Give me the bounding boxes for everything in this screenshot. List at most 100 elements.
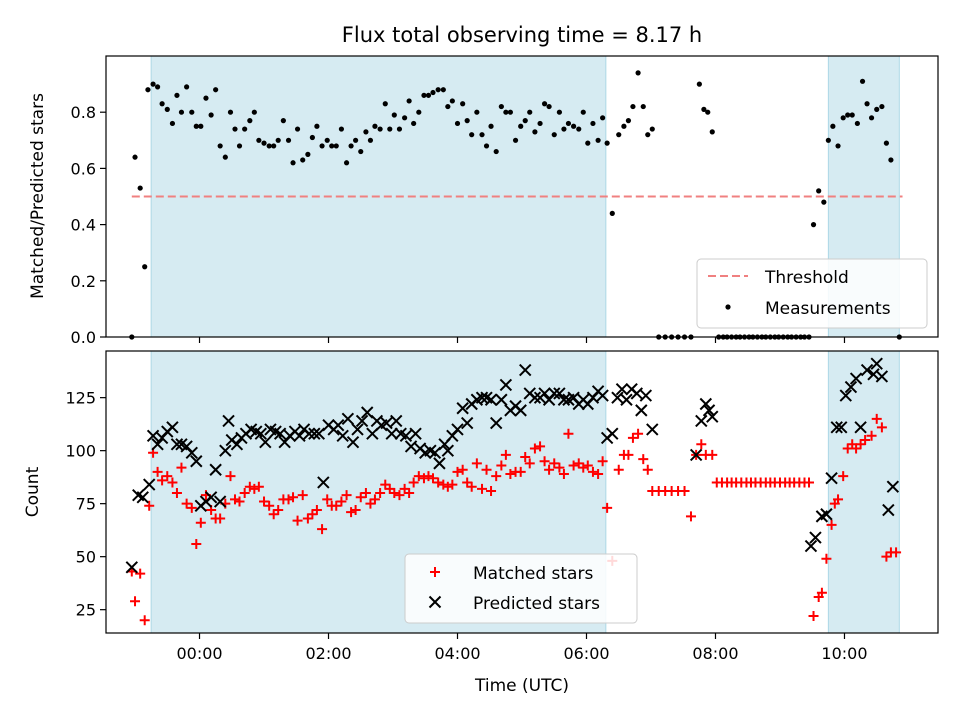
top-ytick-label-0: 0.0 bbox=[71, 328, 96, 347]
top-point-0-116 bbox=[701, 106, 707, 112]
bottom-point-1-118 bbox=[825, 472, 838, 485]
bottom-point-0-26 bbox=[249, 483, 260, 494]
top-point-0-34 bbox=[290, 160, 296, 166]
top-point-0-6 bbox=[154, 84, 161, 90]
top-point-0-108 bbox=[649, 126, 655, 132]
top-point-0-101 bbox=[616, 132, 622, 138]
xtick-label-0: 00:00 bbox=[176, 644, 222, 663]
bottom-point-0-106 bbox=[638, 454, 649, 465]
bottom-point-0-95 bbox=[582, 460, 593, 471]
bottom-point-1-8 bbox=[166, 421, 179, 434]
bottom-point-0-66 bbox=[442, 481, 453, 492]
top-point-0-27 bbox=[256, 137, 262, 143]
top-point-0-77 bbox=[498, 103, 504, 110]
bottom-point-0-157 bbox=[891, 547, 902, 558]
bottom-point-1-124 bbox=[854, 421, 867, 434]
bottom-point-0-71 bbox=[466, 481, 477, 492]
bottom-point-0-82 bbox=[520, 452, 531, 463]
bottom-point-0-105 bbox=[633, 428, 644, 439]
top-point-0-20 bbox=[222, 154, 228, 160]
bottom-point-1-18 bbox=[213, 495, 227, 508]
top-point-0-56 bbox=[396, 126, 403, 132]
bottom-point-0-13 bbox=[186, 502, 197, 513]
bottom-point-1-90 bbox=[557, 393, 571, 406]
bottom-point-1-81 bbox=[514, 404, 527, 417]
bottom-point-1-127 bbox=[870, 357, 883, 370]
legend-matched-swatch bbox=[430, 567, 440, 577]
bottom-point-0-41 bbox=[322, 494, 333, 505]
top-point-0-85 bbox=[537, 120, 543, 127]
top-point-0-76 bbox=[493, 148, 499, 155]
bottom-point-1-55 bbox=[390, 414, 403, 428]
bottom-point-1-13 bbox=[190, 455, 203, 468]
top-point-0-54 bbox=[387, 126, 393, 132]
legend-measurements-label: Measurements bbox=[765, 299, 891, 319]
top-point-0-53 bbox=[382, 101, 388, 107]
top-point-0-154 bbox=[874, 106, 880, 112]
bottom-ytick-label-3: 100 bbox=[65, 442, 96, 461]
bottom-point-1-44 bbox=[336, 429, 349, 443]
bottom-point-1-123 bbox=[849, 372, 863, 385]
top-point-0-151 bbox=[859, 78, 866, 84]
top-point-0-70 bbox=[464, 118, 470, 124]
top-point-0-118 bbox=[709, 129, 715, 135]
bottom-point-1-84 bbox=[528, 391, 542, 404]
bottom-point-1-113 bbox=[706, 410, 719, 423]
top-point-0-25 bbox=[247, 118, 253, 124]
bottom-point-1-17 bbox=[209, 463, 222, 476]
bottom-point-0-116 bbox=[696, 439, 707, 450]
bottom-point-0-153 bbox=[871, 413, 882, 424]
top-point-0-86 bbox=[541, 101, 548, 107]
top-point-0-26 bbox=[251, 109, 257, 115]
top-point-0-44 bbox=[338, 126, 345, 132]
top-point-0-88 bbox=[551, 132, 557, 138]
top-point-0-92 bbox=[570, 123, 577, 129]
top-point-0-8 bbox=[164, 106, 170, 112]
bottom-point-1-122 bbox=[844, 380, 858, 394]
bottom-series-0 bbox=[126, 413, 902, 626]
bottom-point-0-61 bbox=[418, 473, 429, 484]
bottom-point-1-120 bbox=[835, 421, 848, 434]
top-point-0-31 bbox=[275, 137, 281, 143]
bottom-point-1-106 bbox=[635, 404, 648, 417]
bottom-point-1-103 bbox=[620, 393, 633, 406]
bottom-point-0-143 bbox=[826, 519, 837, 530]
top-point-0-12 bbox=[184, 84, 190, 90]
bottom-point-1-58 bbox=[404, 440, 418, 453]
bottom-point-1-107 bbox=[639, 389, 653, 402]
bottom-point-0-27 bbox=[253, 481, 264, 492]
top-point-0-146 bbox=[835, 143, 841, 149]
bottom-point-1-35 bbox=[293, 429, 306, 443]
top-point-0-33 bbox=[285, 137, 292, 143]
bottom-point-1-86 bbox=[538, 387, 551, 400]
top-point-0-23 bbox=[236, 143, 243, 149]
bottom-point-1-98 bbox=[596, 389, 609, 402]
bottom-point-1-57 bbox=[399, 429, 413, 443]
bottom-point-1-73 bbox=[475, 391, 489, 404]
top-point-0-58 bbox=[406, 98, 412, 104]
bottom-point-1-114 bbox=[804, 539, 818, 553]
bottom-legend: Matched stars Predicted stars bbox=[404, 553, 638, 624]
top-point-0-61 bbox=[421, 92, 427, 98]
bottom-ytick-label-4: 125 bbox=[65, 389, 96, 408]
top-point-0-35 bbox=[294, 126, 301, 132]
bottom-point-1-0 bbox=[125, 561, 139, 574]
bottom-point-0-81 bbox=[515, 466, 526, 477]
bottom-point-1-112 bbox=[702, 404, 716, 417]
top-point-0-142 bbox=[816, 188, 822, 194]
bottom-point-1-105 bbox=[630, 387, 644, 400]
xtick-label-2: 04:00 bbox=[434, 644, 480, 663]
bottom-point-1-68 bbox=[451, 423, 464, 436]
bottom-point-0-24 bbox=[239, 488, 250, 499]
top-point-0-41 bbox=[324, 137, 330, 143]
bottom-point-1-102 bbox=[615, 382, 629, 396]
top-ytick-label-4: 0.8 bbox=[71, 103, 96, 122]
top-point-0-64 bbox=[435, 87, 441, 93]
bottom-point-1-111 bbox=[699, 397, 713, 411]
bottom-point-1-59 bbox=[409, 427, 422, 440]
top-point-0-66 bbox=[445, 103, 451, 110]
bottom-point-0-62 bbox=[423, 471, 434, 482]
bottom-point-1-129 bbox=[882, 503, 895, 517]
top-point-0-47 bbox=[353, 137, 359, 143]
bottom-point-1-47 bbox=[351, 423, 364, 436]
